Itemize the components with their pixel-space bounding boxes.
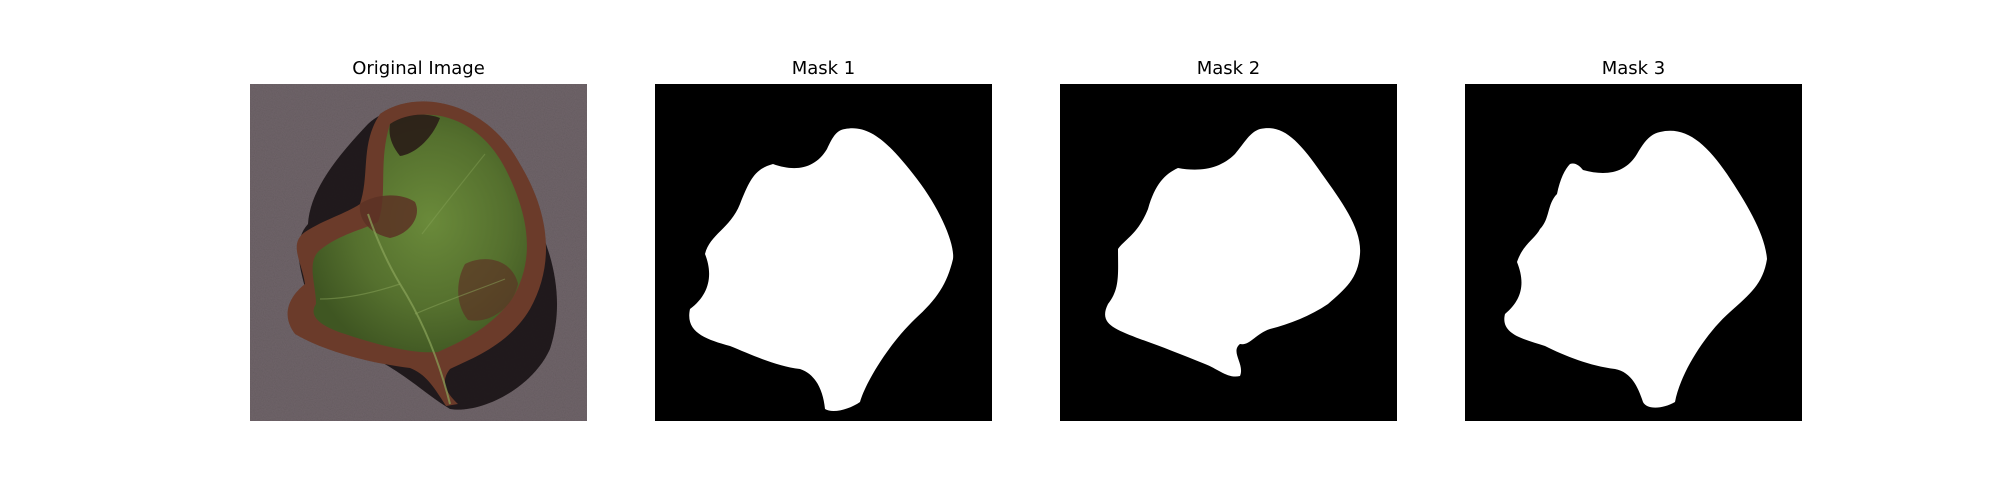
panel-title: Mask 3 [1601,58,1666,79]
original-leaf-photo [250,84,587,421]
mask-2-image [1060,84,1397,421]
panel-title: Mask 2 [1196,58,1261,79]
mask-3-image [1465,84,1802,421]
panel-title: Original Image [352,58,485,79]
panel-title: Mask 1 [791,58,856,79]
mask-1-image [655,84,992,421]
